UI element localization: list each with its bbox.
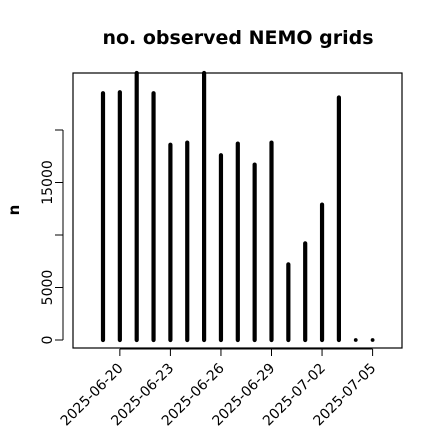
zero-marker-2025-07-04 <box>353 338 358 342</box>
y-tick-label-0: 0 <box>40 336 56 345</box>
plot-frame <box>72 72 403 349</box>
x-axis: 2025-06-202025-06-232025-06-262025-06-29… <box>58 348 379 429</box>
bars <box>100 70 375 343</box>
chart-title: no. observed NEMO grids <box>102 27 373 49</box>
y-axis-label: n <box>5 205 23 216</box>
y-tick-label-5000: 5000 <box>40 270 56 306</box>
zero-marker-2025-07-05 <box>370 338 375 342</box>
y-axis: 0 5000 15000 <box>40 129 64 345</box>
y-tick-label-15000: 15000 <box>40 160 56 205</box>
